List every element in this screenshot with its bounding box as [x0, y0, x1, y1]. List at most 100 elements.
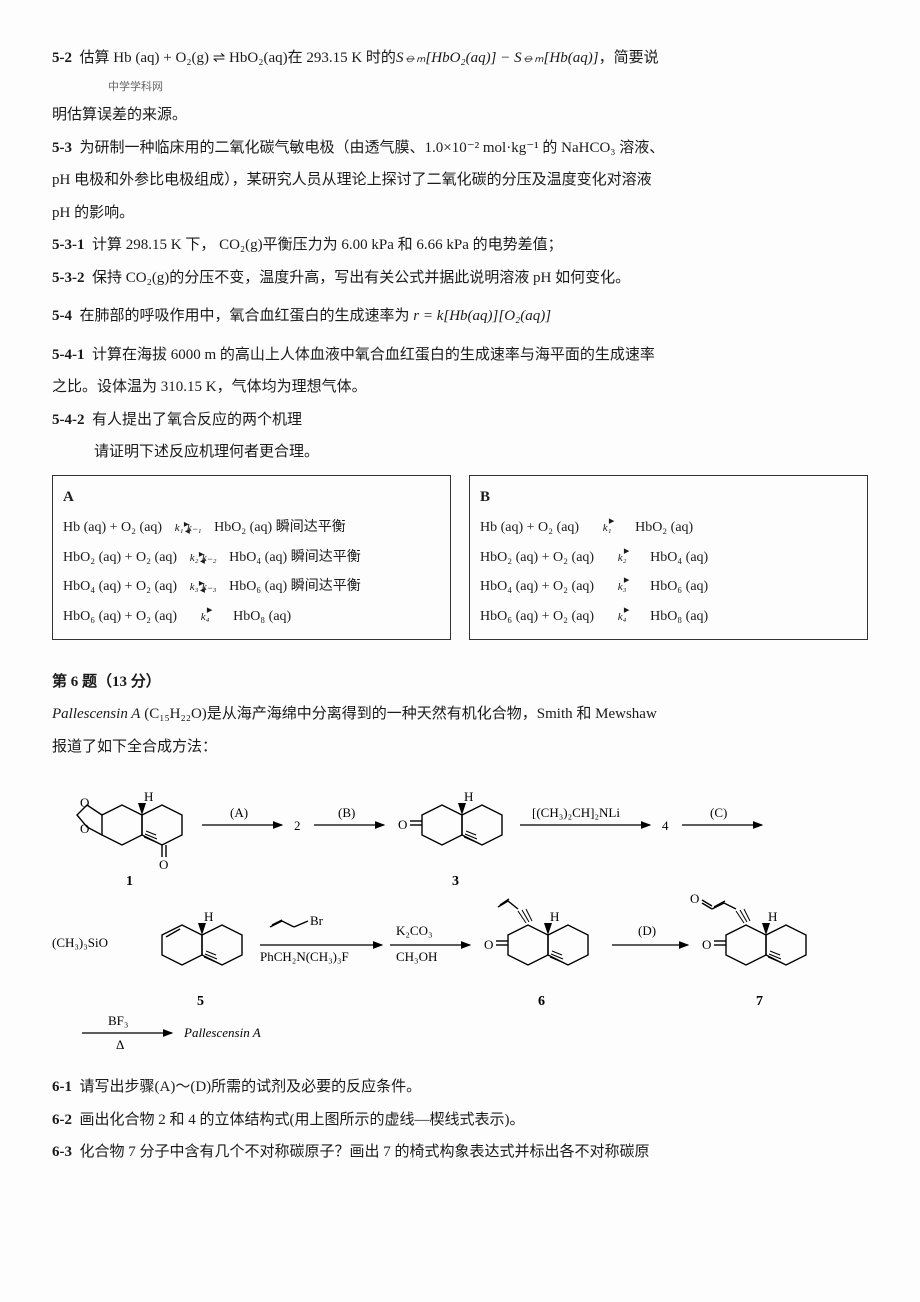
- q-6-1: 6-1 请写出步骤(A)～(D)所需的试剂及必要的反应条件。: [52, 1073, 868, 1102]
- svg-text:O: O: [398, 817, 407, 832]
- mech-a-3-lhs: HbO₄ (aq) + O₂ (aq): [63, 572, 177, 601]
- svg-text:(C): (C): [710, 805, 727, 820]
- mech-b-row-3: HbO₄ (aq) + O₂ (aq) k₃ HbO₆ (aq): [480, 572, 857, 601]
- q-5-4-text1: 在肺部的呼吸作用中，氧合血红蛋白的生成速率为: [80, 308, 410, 324]
- mechanism-box-b: B Hb (aq) + O₂ (aq) k₁ HbO₂ (aq) HbO₂ (a…: [469, 475, 868, 640]
- svg-text:BF₃: BF₃: [108, 1013, 128, 1028]
- q-5-2: 5-2 估算 Hb (aq) + O₂(g) ⇌ HbO₂(aq)在 293.1…: [52, 44, 868, 73]
- mech-a-row-4: HbO₆ (aq) + O₂ (aq) k₄ HbO₈ (aq): [63, 602, 440, 631]
- mech-b-2-rhs: HbO₄ (aq): [650, 543, 708, 572]
- svg-text:Pallescensin A: Pallescensin A: [183, 1025, 261, 1040]
- svg-text:2: 2: [294, 818, 301, 833]
- svg-text:1: 1: [126, 874, 133, 889]
- q-5-3-2-text: 保持 CO₂(g)的分压不变，温度升高，写出有关公式并据此说明溶液 pH 如何变…: [92, 270, 630, 286]
- mechanism-box-a: A Hb (aq) + O₂ (aq) k₁ ▸◂ k₋₁ HbO₂ (aq) …: [52, 475, 451, 640]
- q6-intro-tail1: 是从海产海绵中分离得到的一种天然有机化合物，Smith 和 Mewshaw: [207, 706, 657, 722]
- mech-b-row-4: HbO₆ (aq) + O₂ (aq) k₄ HbO₈ (aq): [480, 602, 857, 631]
- eq-arrow-icon: k₁ ▸◂ k₋₁: [166, 513, 210, 542]
- q-5-2-text-1: 估算 Hb (aq) + O₂(g) ⇌ HbO₂(aq)在 293.15 K …: [80, 50, 396, 66]
- eq-arrow-icon: k₃ ▸◂ k₋₃: [181, 572, 225, 601]
- mech-b-2-lhs: HbO₂ (aq) + O₂ (aq): [480, 543, 594, 572]
- mech-a-4-lhs: HbO₆ (aq) + O₂ (aq): [63, 602, 177, 631]
- q-6-3-text: 化合物 7 分子中含有几个不对称碳原子？画出 7 的椅式构象表达式并标出各不对称…: [80, 1144, 650, 1160]
- eq-arrow-icon: k₂ ▸◂ k₋₂: [181, 543, 225, 572]
- mech-a-3-note: 瞬间达平衡: [291, 572, 361, 601]
- svg-text:(D): (D): [638, 923, 656, 938]
- svg-text:O: O: [484, 937, 493, 952]
- watermark-note: 中学学科网: [108, 77, 868, 98]
- mech-b-row-2: HbO₂ (aq) + O₂ (aq) k₂ HbO₄ (aq): [480, 543, 857, 572]
- q6-intro-2: 报道了如下全合成方法：: [52, 733, 868, 762]
- fw-arrow-icon: k₃: [598, 572, 646, 601]
- mech-a-2-note: 瞬间达平衡: [291, 543, 361, 572]
- mech-b-1-rhs: HbO₂ (aq): [635, 513, 693, 542]
- scheme-svg: .mol { fill:none; stroke:#000; stroke-wi…: [52, 775, 872, 1055]
- mech-a-2-rhs: HbO₄ (aq): [229, 543, 287, 572]
- q-6-2-label: 6-2: [52, 1112, 72, 1128]
- q-6-3-label: 6-3: [52, 1144, 72, 1160]
- svg-text:(B): (B): [338, 805, 355, 820]
- q-5-4-1: 5-4-1 计算在海拔 6000 m 的高山上人体血液中氧合血红蛋白的生成速率与…: [52, 341, 868, 370]
- mech-a-4-rhs: HbO₈ (aq): [233, 602, 291, 631]
- mech-b-4-lhs: HbO₆ (aq) + O₂ (aq): [480, 602, 594, 631]
- fw-arrow-icon: k₄: [598, 602, 646, 631]
- mechanism-row: A Hb (aq) + O₂ (aq) k₁ ▸◂ k₋₁ HbO₂ (aq) …: [52, 475, 868, 640]
- svg-text:H: H: [550, 909, 559, 924]
- svg-text:(A): (A): [230, 805, 248, 820]
- svg-text:O: O: [80, 821, 89, 836]
- mech-a-1-note: 瞬间达平衡: [276, 513, 346, 542]
- q-5-3-1: 5-3-1 计算 298.15 K 下， CO₂(g)平衡压力为 6.00 kP…: [52, 231, 868, 260]
- q-5-2-label: 5-2: [52, 50, 72, 66]
- mech-b-head: B: [480, 482, 857, 514]
- svg-text:6: 6: [538, 994, 545, 1009]
- synthesis-scheme: .mol { fill:none; stroke:#000; stroke-wi…: [52, 775, 868, 1055]
- q6-formula: (C₁₅H₂₂O): [144, 706, 207, 722]
- q-6-2-text: 画出化合物 2 和 4 的立体结构式(用上图所示的虚线—楔线式表示)。: [80, 1112, 525, 1128]
- svg-text:[(CH₃)₂CH]₂NLi: [(CH₃)₂CH]₂NLi: [532, 805, 620, 820]
- mech-b-1-lhs: Hb (aq) + O₂ (aq): [480, 513, 579, 542]
- q-5-2-expr: S⦵ₘ[HbO₂(aq)] − S⦵ₘ[Hb(aq)]: [396, 50, 599, 66]
- mech-a-3-kf: k₃: [190, 581, 199, 593]
- q-6-2: 6-2 画出化合物 2 和 4 的立体结构式(用上图所示的虚线—楔线式表示)。: [52, 1106, 868, 1135]
- svg-text:7: 7: [756, 994, 763, 1009]
- mech-b-3-lhs: HbO₄ (aq) + O₂ (aq): [480, 572, 594, 601]
- q-5-4-1-label: 5-4-1: [52, 347, 85, 363]
- mech-b-row-1: Hb (aq) + O₂ (aq) k₁ HbO₂ (aq): [480, 513, 857, 542]
- q-5-3-2-label: 5-3-2: [52, 270, 85, 286]
- q-5-3-line2: pH 电极和外参比电极组成），某研究人员从理论上探讨了二氧化碳的分压及温度变化对…: [52, 166, 868, 195]
- svg-text:O: O: [702, 937, 711, 952]
- fw-arrow-icon: k₂: [598, 543, 646, 572]
- svg-text:5: 5: [197, 994, 204, 1009]
- mech-a-head: A: [63, 482, 440, 514]
- q-5-3-1-text: 计算 298.15 K 下， CO₂(g)平衡压力为 6.00 kPa 和 6.…: [92, 237, 563, 253]
- mech-a-1-lhs: Hb (aq) + O₂ (aq): [63, 513, 162, 542]
- mech-a-row-2: HbO₂ (aq) + O₂ (aq) k₂ ▸◂ k₋₂ HbO₄ (aq) …: [63, 543, 440, 572]
- mech-a-2-kf: k₂: [190, 552, 199, 564]
- fw-arrow-icon: k₄: [181, 602, 229, 631]
- svg-text:4: 4: [662, 818, 669, 833]
- q-6-3: 6-3 化合物 7 分子中含有几个不对称碳原子？画出 7 的椅式构象表达式并标出…: [52, 1138, 868, 1167]
- q6-intro-1: Pallescensin A (C₁₅H₂₂O)是从海产海绵中分离得到的一种天然…: [52, 700, 868, 729]
- q-6-1-label: 6-1: [52, 1079, 72, 1095]
- mech-a-1-rhs: HbO₂ (aq): [214, 513, 272, 542]
- svg-text:O: O: [80, 795, 89, 810]
- q-5-3-line3: pH 的影响。: [52, 199, 868, 228]
- svg-text:O: O: [159, 857, 168, 872]
- svg-text:H: H: [204, 909, 213, 924]
- q-5-4-1-line1: 计算在海拔 6000 m 的高山上人体血液中氧合血红蛋白的生成速率与海平面的生成…: [92, 347, 655, 363]
- q-5-4-2-line2: 请证明下述反应机理何者更合理。: [52, 438, 868, 467]
- svg-text:H: H: [464, 789, 473, 804]
- q-5-3-line1: 为研制一种临床用的二氧化碳气敏电极（由透气膜、1.0×10⁻² mol·kg⁻¹…: [80, 140, 665, 156]
- mech-b-4-rhs: HbO₈ (aq): [650, 602, 708, 631]
- svg-text:O: O: [690, 891, 699, 906]
- mech-a-3-rhs: HbO₆ (aq): [229, 572, 287, 601]
- mech-b-3-rhs: HbO₆ (aq): [650, 572, 708, 601]
- svg-text:CH₃OH: CH₃OH: [396, 949, 437, 964]
- q-5-3-2: 5-3-2 保持 CO₂(g)的分压不变，温度升高，写出有关公式并据此说明溶液 …: [52, 264, 868, 293]
- q-5-4-2-label: 5-4-2: [52, 412, 85, 428]
- svg-text:Br: Br: [310, 913, 324, 928]
- q-5-4-label: 5-4: [52, 308, 72, 324]
- svg-text:H: H: [768, 909, 777, 924]
- q-5-4-2: 5-4-2 有人提出了氧合反应的两个机理: [52, 406, 868, 435]
- mech-a-1-kf: k₁: [175, 522, 184, 534]
